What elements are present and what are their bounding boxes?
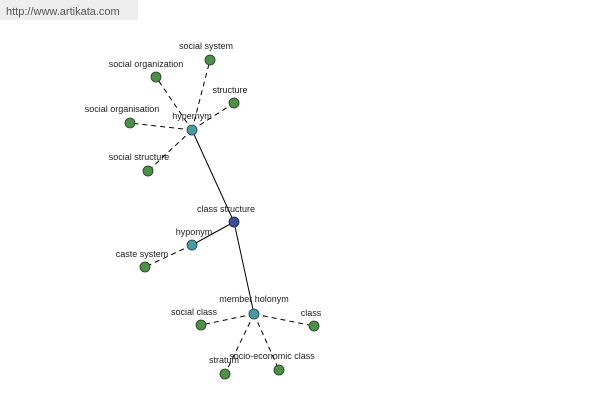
nodes: class structure hypernym social system soci… xyxy=(85,41,322,380)
node-label: structure xyxy=(212,85,247,95)
edge xyxy=(191,59,211,131)
node xyxy=(308,320,320,332)
node xyxy=(139,261,151,273)
url: http://www.artikata.com xyxy=(6,6,120,18)
node-label: social structure xyxy=(109,152,170,162)
node-label: class xyxy=(301,308,322,318)
url-box xyxy=(0,0,138,20)
node-label: hyponym xyxy=(176,227,213,237)
node-label: hypernym xyxy=(172,111,212,121)
node-label: caste system xyxy=(116,249,169,259)
node xyxy=(228,97,240,109)
node xyxy=(150,71,162,83)
node xyxy=(219,368,231,380)
edge xyxy=(129,122,193,131)
node xyxy=(204,54,216,66)
node-label: social organization xyxy=(109,59,184,69)
node xyxy=(142,165,154,177)
node xyxy=(228,216,240,228)
node xyxy=(186,124,198,136)
edges xyxy=(129,59,315,375)
node xyxy=(273,364,285,376)
node xyxy=(248,308,260,320)
node-label: member holonym xyxy=(219,294,289,304)
node-label: socio-economic class xyxy=(229,351,315,361)
edge xyxy=(224,313,255,375)
edge xyxy=(253,313,280,371)
edge xyxy=(147,129,193,172)
edge xyxy=(155,76,193,131)
node xyxy=(186,239,198,251)
edge xyxy=(191,221,235,246)
edge xyxy=(191,129,235,223)
edge xyxy=(233,221,255,315)
node-label: social system xyxy=(179,41,233,51)
edge xyxy=(253,313,315,327)
node xyxy=(124,117,136,129)
node-label: social organisation xyxy=(85,104,160,114)
edge xyxy=(200,313,255,326)
node-label: stratum xyxy=(209,355,239,365)
node xyxy=(195,319,207,331)
node-label: social class xyxy=(171,307,218,317)
node-label: class structure xyxy=(197,204,255,214)
